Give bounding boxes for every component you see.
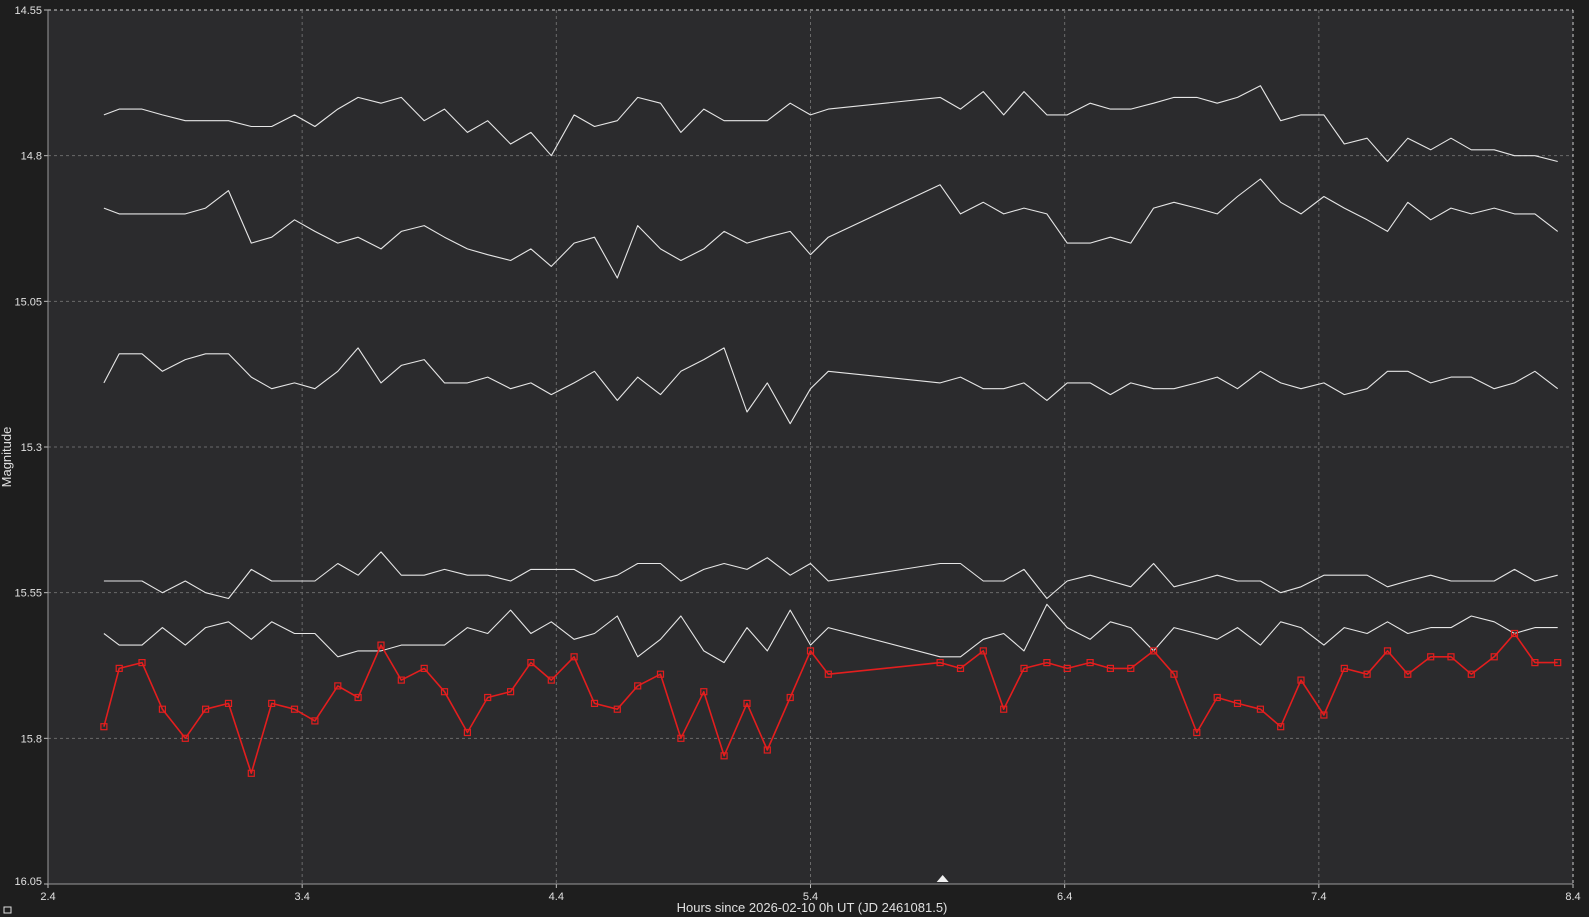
target-point <box>527 658 535 667</box>
target-point <box>334 682 342 690</box>
target-point <box>936 658 944 667</box>
target-point <box>484 693 492 702</box>
target-point <box>700 688 708 696</box>
target-point <box>1404 670 1412 678</box>
target-point <box>806 647 815 655</box>
target-point <box>202 705 210 713</box>
series-markers <box>100 629 1562 777</box>
y-tick-label: 14.8 <box>21 151 42 163</box>
target-point <box>1000 705 1008 713</box>
target-point <box>1531 658 1539 667</box>
target-point <box>763 746 771 754</box>
target-point <box>590 699 599 708</box>
x-tick-label: 3.4 <box>295 891 310 903</box>
comparison-series-line-1 <box>103 85 1558 163</box>
x-tick-label: 2.4 <box>40 891 55 903</box>
target-point <box>1170 670 1178 678</box>
target-point <box>1383 647 1392 655</box>
x-tick-label: 8.4 <box>1565 891 1580 903</box>
target-point <box>158 705 166 713</box>
y-tick-label: 14.55 <box>14 5 42 17</box>
target-point <box>570 653 578 661</box>
y-axis-label: Magnitude <box>0 427 14 488</box>
grid-lines <box>44 9 1574 888</box>
target-point <box>463 728 471 737</box>
target-point <box>311 717 319 725</box>
target-point <box>547 676 555 684</box>
x-tick-label: 4.4 <box>549 891 564 903</box>
comparison-series-line-3 <box>103 347 1559 425</box>
target-point <box>354 693 362 702</box>
x-tick-label: 5.4 <box>803 891 818 903</box>
target-point <box>1467 670 1475 678</box>
target-point <box>1363 670 1371 678</box>
target-point <box>138 658 146 667</box>
target-point <box>1233 699 1242 708</box>
target-point <box>1297 676 1305 684</box>
target-point <box>720 752 728 760</box>
target-point <box>677 734 685 742</box>
target-point <box>1193 728 1201 737</box>
target-point <box>786 693 794 702</box>
y-tick-label: 16.05 <box>14 876 42 888</box>
comparison-series-line-4 <box>103 551 1558 600</box>
x-tick-labels: 2.4 3.4 4.4 5.4 6.4 7.4 8.4 <box>40 891 1580 903</box>
x-tick-label: 6.4 <box>1057 891 1072 903</box>
x-tick-label: 7.4 <box>1311 891 1326 903</box>
target-point <box>1149 647 1158 655</box>
target-point <box>1340 664 1348 673</box>
target-point <box>290 705 299 713</box>
target-point <box>656 670 665 678</box>
target-point <box>613 705 621 713</box>
target-point <box>1086 658 1094 667</box>
target-point <box>979 647 987 655</box>
target-point <box>1063 664 1071 673</box>
target-point <box>1213 693 1221 702</box>
target-point <box>1554 658 1562 667</box>
target-point <box>1020 664 1028 673</box>
square-icon <box>3 906 12 914</box>
series-lines <box>103 85 1559 775</box>
target-point <box>377 641 385 649</box>
target-point <box>1106 664 1115 673</box>
y-tick-label: 15.55 <box>14 588 42 600</box>
target-point <box>743 699 751 708</box>
target-point <box>247 769 255 777</box>
target-point <box>1127 664 1135 673</box>
target-point <box>268 699 276 708</box>
target-point <box>1256 705 1265 713</box>
target-point <box>956 664 965 673</box>
target-point <box>507 688 515 696</box>
target-point <box>397 676 405 684</box>
target-point <box>1447 653 1455 661</box>
x-position-marker[interactable] <box>936 875 949 882</box>
target-point <box>420 664 428 673</box>
y-tick-label: 15.05 <box>14 296 42 308</box>
target-point <box>1320 711 1328 719</box>
target-point <box>1427 653 1435 661</box>
target-series-line <box>103 632 1558 775</box>
target-point <box>634 682 642 690</box>
target-point <box>1043 658 1051 667</box>
target-point <box>100 723 108 731</box>
y-tick-label: 15.3 <box>21 442 42 454</box>
target-point <box>440 688 449 696</box>
comparison-series-line-2 <box>103 178 1559 279</box>
target-point <box>115 664 123 673</box>
corner-toggle-button[interactable] <box>0 903 16 917</box>
target-point <box>224 699 233 708</box>
target-point <box>1277 723 1285 731</box>
target-point <box>1510 629 1519 638</box>
target-point <box>824 670 832 678</box>
comparison-series-line-5 <box>103 603 1558 664</box>
target-point <box>1490 653 1498 661</box>
y-tick-label: 15.8 <box>21 733 42 745</box>
target-point <box>181 734 189 742</box>
y-tick-labels: 14.55 14.8 15.05 15.3 15.55 15.8 16.05 <box>14 5 42 888</box>
x-axis-label: Hours since 2026-02-10 0h UT (JD 2461081… <box>677 900 948 915</box>
